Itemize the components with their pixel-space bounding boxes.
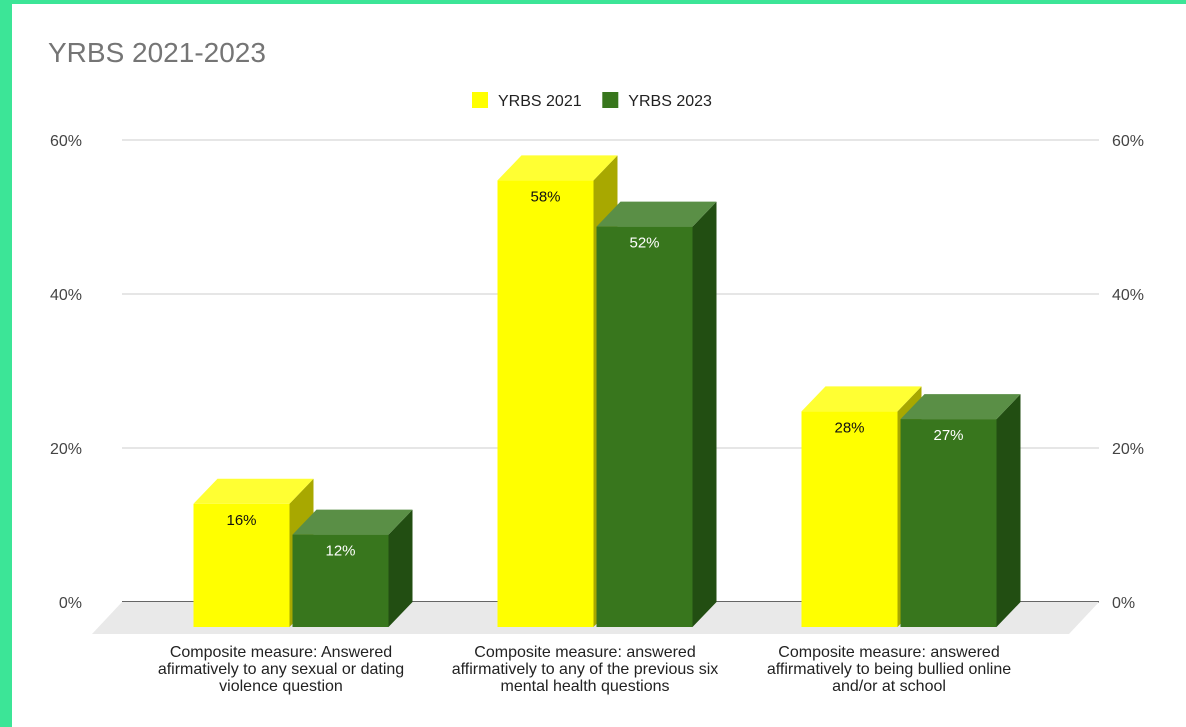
y-axis-ticks: 0% 0% 20% 20% 40% 40% 60% 60% xyxy=(50,133,1144,612)
category-label-line: afirmatively to any sexual or dating xyxy=(158,661,404,678)
category-label-line: mental health questions xyxy=(501,678,670,695)
bar xyxy=(497,180,594,627)
bar xyxy=(900,419,997,627)
bar-side xyxy=(388,509,413,627)
y-tick-label-left: 60% xyxy=(50,133,82,150)
y-tick-label-left: 20% xyxy=(50,441,82,458)
data-label: 16% xyxy=(226,512,256,529)
data-label: 52% xyxy=(629,235,659,252)
legend-label: YRBS 2023 xyxy=(628,93,712,110)
y-tick-label-right: 20% xyxy=(1112,441,1144,458)
y-tick-label-left: 40% xyxy=(50,287,82,304)
category-label-line: affirmatively to being bullied online xyxy=(767,661,1011,678)
category-label-line: and/or at school xyxy=(832,678,946,695)
y-tick-label-left: 0% xyxy=(59,595,82,612)
bar-side xyxy=(996,394,1021,627)
data-label: 12% xyxy=(325,543,355,560)
category-label: Composite measure: Answered afirmatively … xyxy=(158,644,404,695)
y-tick-label-right: 40% xyxy=(1112,287,1144,304)
bar xyxy=(596,226,693,627)
data-labels: 16% 12% 58% 52% 28% 27% xyxy=(226,188,963,559)
bar-side xyxy=(692,201,717,627)
data-label: 28% xyxy=(834,419,864,436)
bar-top xyxy=(900,394,1021,420)
category-label-line: Composite measure: answered xyxy=(778,644,999,661)
bar-chart: YRBS 2021-2023 YRBS 2021 YRBS 2023 16% 12%… xyxy=(48,37,1144,695)
y-tick-label-right: 0% xyxy=(1112,595,1135,612)
legend-swatch xyxy=(602,92,619,108)
bars xyxy=(193,155,1021,627)
category-label-line: Composite measure: Answered xyxy=(170,644,392,661)
category-label-line: violence question xyxy=(219,678,343,695)
bar xyxy=(292,534,389,627)
data-label: 27% xyxy=(933,427,963,444)
category-label-line: Composite measure: answered xyxy=(474,644,695,661)
bar xyxy=(801,411,898,627)
legend-label: YRBS 2021 xyxy=(498,93,582,110)
legend-swatch xyxy=(472,92,488,108)
bar xyxy=(193,503,290,627)
chart-frame: YRBS 2021-2023 YRBS 2021 YRBS 2023 16% 12%… xyxy=(12,4,1186,727)
legend: YRBS 2021 YRBS 2023 xyxy=(472,92,712,110)
category-label-line: affirmatively to any of the previous six xyxy=(452,661,719,678)
category-label: Composite measure: answered affirmatively… xyxy=(767,644,1011,695)
bar-top xyxy=(801,386,922,412)
x-axis-categories: Composite measure: Answered afirmatively … xyxy=(158,644,1011,695)
bar-top xyxy=(292,509,413,535)
bar-top xyxy=(596,201,717,227)
y-tick-label-right: 60% xyxy=(1112,133,1144,150)
data-label: 58% xyxy=(530,188,560,205)
bar-top xyxy=(497,155,618,181)
category-label: Composite measure: answered affirmatively… xyxy=(452,644,719,695)
chart-title: YRBS 2021-2023 xyxy=(48,37,266,68)
bar-top xyxy=(193,478,314,504)
